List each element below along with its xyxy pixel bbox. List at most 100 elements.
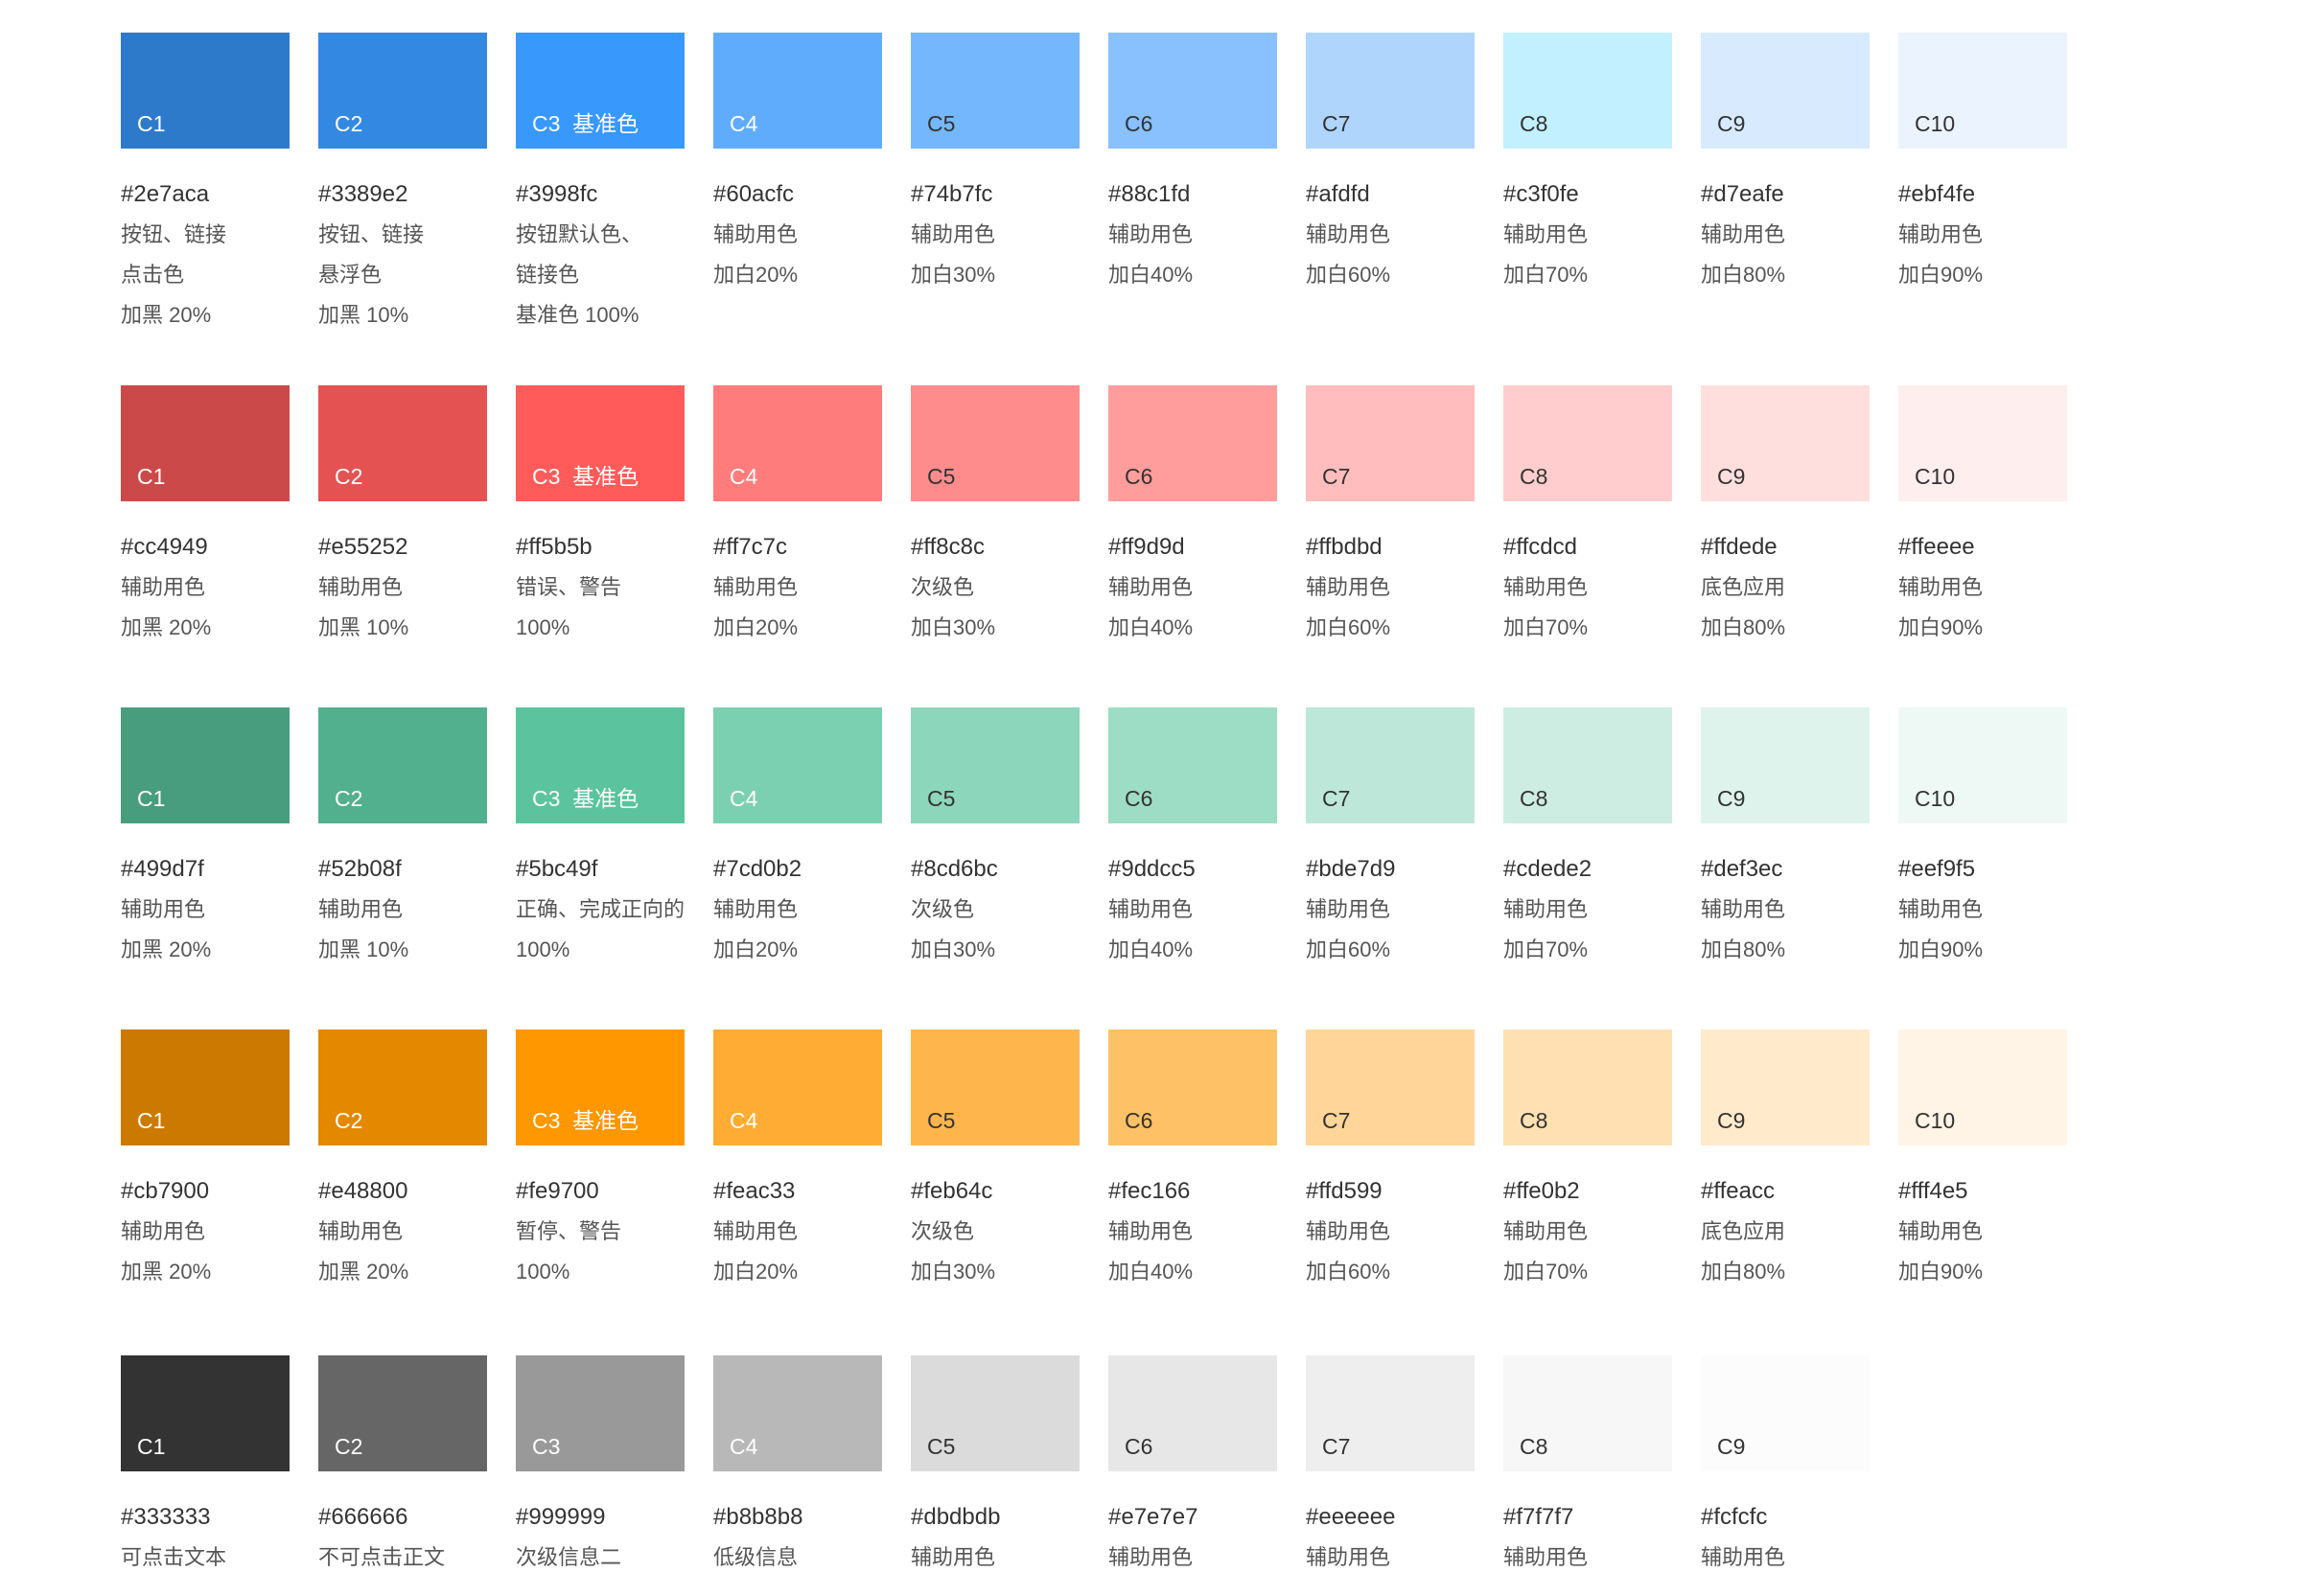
usage-note: 加白40%	[1108, 1260, 1194, 1284]
swatch-card: C8 #cdede2 辅助用色 加白70%	[1503, 707, 1672, 970]
hex-code: #bde7d9	[1306, 856, 1396, 882]
swatch-card: C7 #ffbdbd 辅助用色 加白60%	[1306, 385, 1475, 648]
usage-note: 底色应用	[1701, 575, 1786, 599]
swatch-label: C8	[1520, 786, 1548, 811]
usage-note: 辅助用色	[1503, 1219, 1589, 1243]
color-swatch: C8	[1503, 385, 1672, 501]
swatch-info: #52b08f 辅助用色 加黑 10%	[318, 856, 487, 970]
swatch-info: #ffd599 辅助用色 加白60%	[1306, 1178, 1475, 1292]
swatch-info: #c3f0fe 辅助用色 加白70%	[1503, 181, 1672, 295]
swatch-label: C4	[730, 464, 758, 489]
swatch-card: C1 #333333 可点击文本	[121, 1355, 290, 1578]
usage-note: 辅助用色	[1108, 222, 1194, 246]
swatch-info: #ffbdbd 辅助用色 加白60%	[1306, 534, 1475, 648]
color-swatch: C4	[713, 1355, 882, 1471]
swatch-card: C8 #c3f0fe 辅助用色 加白70%	[1503, 33, 1672, 295]
usage-note: 辅助用色	[1306, 1545, 1391, 1569]
color-swatch: C1	[121, 385, 290, 501]
swatch-label: C9	[1717, 464, 1746, 489]
usage-note: 可点击文本	[121, 1545, 227, 1569]
swatch-card: C3 基准色 #5bc49f 正确、完成正向的 100%	[516, 707, 685, 970]
swatch-card: C5 #dbdbdb 辅助用色	[911, 1355, 1080, 1578]
swatch-label: C1	[137, 1108, 166, 1133]
swatch-info: #fff4e5 辅助用色 加白90%	[1898, 1178, 2067, 1292]
usage-note: 辅助用色	[1503, 222, 1589, 246]
swatch-label: C3	[532, 1434, 561, 1459]
usage-note: 加黑 20%	[121, 1260, 212, 1284]
color-swatch: C8	[1503, 1355, 1672, 1471]
swatch-info: #60acfc 辅助用色 加白20%	[713, 181, 882, 295]
hex-code: #c3f0fe	[1503, 181, 1579, 207]
swatch-label: C9	[1717, 1434, 1746, 1459]
usage-note: 加白30%	[911, 263, 996, 287]
usage-note: 错误、警告	[516, 575, 622, 599]
usage-note: 辅助用色	[1898, 222, 1984, 246]
usage-note: 加白80%	[1701, 1260, 1786, 1284]
swatch-label: C7	[1322, 111, 1351, 136]
usage-note: 加白30%	[911, 615, 996, 639]
usage-note: 100%	[516, 937, 570, 961]
swatch-card: C6 #88c1fd 辅助用色 加白40%	[1108, 33, 1277, 295]
swatch-info: #499d7f 辅助用色 加黑 20%	[121, 856, 290, 970]
swatch-label: C9	[1717, 1108, 1746, 1133]
usage-note: 辅助用色	[1306, 575, 1391, 599]
swatch-card: C4 #feac33 辅助用色 加白20%	[713, 1029, 882, 1292]
swatch-label: C5	[927, 1108, 956, 1133]
color-swatch: C8	[1503, 33, 1672, 149]
usage-note: 加白40%	[1108, 615, 1194, 639]
swatch-info: #d7eafe 辅助用色 加白80%	[1701, 181, 1870, 295]
color-swatch: C6	[1108, 33, 1277, 149]
usage-note: 加白90%	[1898, 263, 1984, 287]
hex-code: #ebf4fe	[1898, 181, 1976, 207]
swatch-card: C5 #8cd6bc 次级色 加白30%	[911, 707, 1080, 970]
usage-note: 辅助用色	[1306, 1219, 1391, 1243]
usage-note: 加黑 20%	[121, 615, 212, 639]
swatch-card: C1 #2e7aca 按钮、链接 点击色 加黑 20%	[121, 33, 290, 335]
swatch-info: #2e7aca 按钮、链接 点击色 加黑 20%	[121, 181, 290, 335]
usage-note: 次级色	[911, 575, 975, 599]
usage-note: 辅助用色	[318, 575, 404, 599]
color-swatch: C5	[911, 33, 1080, 149]
color-swatch: C9	[1701, 1355, 1870, 1471]
usage-note: 辅助用色	[1108, 1219, 1194, 1243]
hex-code: #fec166	[1108, 1178, 1191, 1204]
color-swatch: C2	[318, 33, 487, 149]
swatch-card: C1 #cb7900 辅助用色 加黑 20%	[121, 1029, 290, 1292]
hex-code: #ff9d9d	[1108, 534, 1185, 560]
color-swatch: C1	[121, 1029, 290, 1145]
usage-note: 按钮、链接	[318, 222, 425, 246]
swatch-label: C4	[730, 1108, 758, 1133]
swatch-card: C6 #9ddcc5 辅助用色 加白40%	[1108, 707, 1277, 970]
color-swatch: C5	[911, 385, 1080, 501]
swatch-info: #ffcdcd 辅助用色 加白70%	[1503, 534, 1672, 648]
swatch-info: #3998fc 按钮默认色、 链接色 基准色 100%	[516, 181, 685, 335]
usage-note: 加白70%	[1503, 937, 1589, 961]
usage-note: 辅助用色	[1108, 897, 1194, 921]
usage-note: 加白40%	[1108, 263, 1194, 287]
usage-note: 辅助用色	[713, 222, 799, 246]
hex-code: #fff4e5	[1898, 1178, 1968, 1204]
swatch-card: C5 #74b7fc 辅助用色 加白30%	[911, 33, 1080, 295]
hex-code: #333333	[121, 1504, 211, 1530]
color-swatch: C2	[318, 1355, 487, 1471]
hex-code: #f7f7f7	[1503, 1504, 1574, 1530]
usage-note: 辅助用色	[713, 897, 799, 921]
color-swatch: C8	[1503, 1029, 1672, 1145]
swatch-label: C2	[335, 111, 363, 136]
color-swatch: C6	[1108, 1029, 1277, 1145]
swatch-card: C4 #60acfc 辅助用色 加白20%	[713, 33, 882, 295]
hex-code: #ffdede	[1701, 534, 1778, 560]
color-swatch: C9	[1701, 1029, 1870, 1145]
swatch-info: #bde7d9 辅助用色 加白60%	[1306, 856, 1475, 970]
usage-note: 辅助用色	[1108, 1545, 1194, 1569]
usage-note: 加白90%	[1898, 1260, 1984, 1284]
usage-note: 次级色	[911, 897, 975, 921]
color-swatch: C3	[516, 1355, 685, 1471]
usage-note: 辅助用色	[121, 1219, 206, 1243]
swatch-label: C6	[1125, 464, 1153, 489]
swatch-info: #e48800 辅助用色 加黑 20%	[318, 1178, 487, 1292]
swatch-card: C7 #eeeeee 辅助用色	[1306, 1355, 1475, 1578]
swatch-label: C7	[1322, 1108, 1351, 1133]
swatch-card: C8 #ffcdcd 辅助用色 加白70%	[1503, 385, 1672, 648]
